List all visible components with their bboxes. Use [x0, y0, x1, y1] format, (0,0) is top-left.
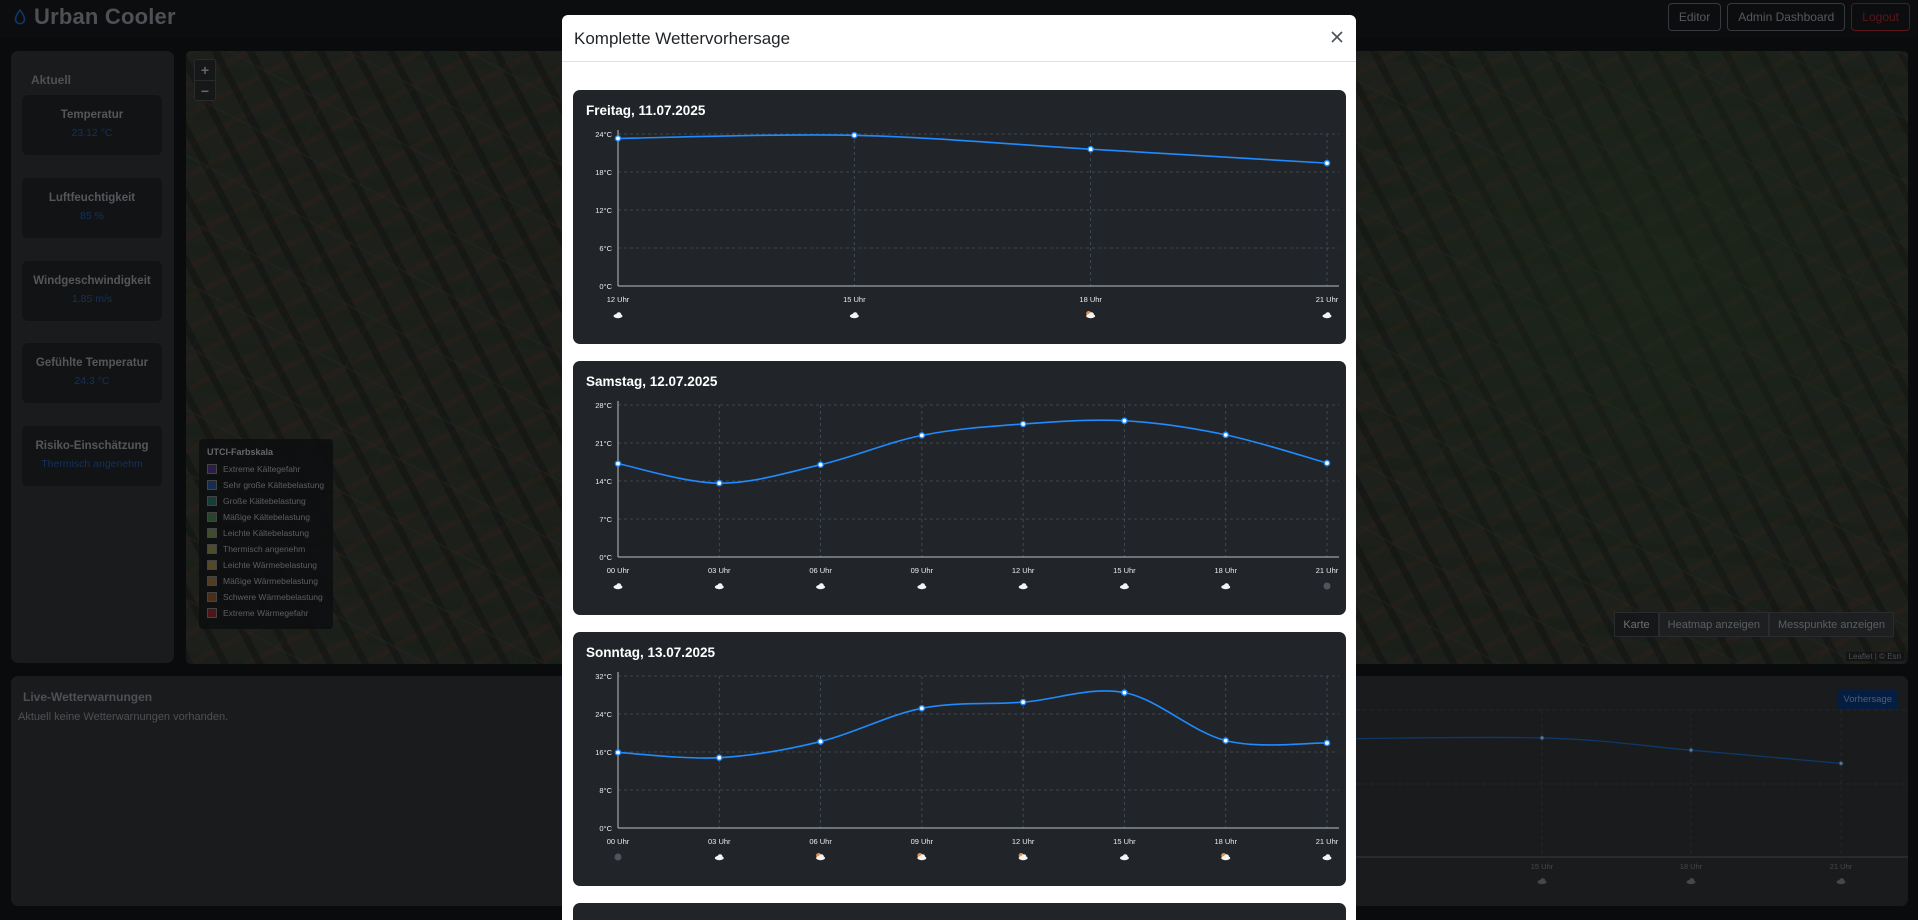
cloud-icon — [849, 312, 859, 319]
day-chart: 0°C 7°C 14°C 21°C 28°C 00 Uhr 03 Uhr 06 Uhr 09 U… — [595, 401, 1339, 590]
sun-cloud-icon — [917, 853, 927, 861]
close-button[interactable] — [1328, 28, 1346, 46]
x-tick-label: 15 Uhr — [843, 295, 866, 304]
y-tick-label: 24°C — [595, 130, 612, 139]
sun-cloud-icon — [1018, 853, 1028, 861]
cloud-icon — [613, 312, 623, 319]
day-chart: 0°C 8°C 16°C 24°C 32°C 00 Uhr 03 Uhr 06 Uhr 09 U… — [595, 672, 1339, 861]
data-point[interactable] — [918, 432, 926, 439]
cloud-icon — [1119, 583, 1129, 590]
sun-cloud-icon — [1086, 311, 1096, 319]
cloud-icon — [816, 583, 826, 590]
data-point[interactable] — [817, 461, 824, 469]
data-point[interactable] — [614, 749, 622, 756]
x-tick-label: 09 Uhr — [911, 566, 934, 575]
day-title: Freitag, 11.07.2025 — [586, 103, 706, 118]
day-card: Sonntag, 13.07.2025 0°C 8°C 16°C 24°C 32°C 00… — [573, 632, 1346, 886]
sun-cloud-icon — [816, 853, 826, 861]
x-tick-label: 09 Uhr — [911, 837, 934, 846]
day-chart: 0°C 6°C 12°C 18°C 24°C 12 Uhr 15 Uhr 18 Uhr 21 U… — [595, 130, 1339, 319]
data-point[interactable] — [918, 705, 926, 712]
x-tick-label: 21 Uhr — [1316, 295, 1339, 304]
x-tick-label: 12 Uhr — [607, 295, 630, 304]
cloud-icon — [1322, 312, 1332, 319]
data-point[interactable] — [715, 754, 723, 761]
day-title: Samstag, 12.07.2025 — [586, 374, 718, 389]
x-tick-label: 00 Uhr — [607, 566, 630, 575]
y-tick-label: 6°C — [599, 244, 612, 253]
x-tick-label: 12 Uhr — [1012, 837, 1035, 846]
data-point[interactable] — [1323, 159, 1331, 167]
y-tick-label: 28°C — [595, 401, 612, 410]
cloud-icon — [1322, 854, 1332, 861]
data-point[interactable] — [1222, 737, 1230, 744]
y-tick-label: 12°C — [595, 206, 612, 215]
data-point[interactable] — [1019, 420, 1027, 428]
x-tick-label: 03 Uhr — [708, 566, 731, 575]
data-point[interactable] — [817, 738, 824, 745]
day-title: Sonntag, 13.07.2025 — [586, 645, 716, 660]
modal-title: Komplette Wettervorhersage — [574, 29, 791, 48]
x-tick-label: 18 Uhr — [1079, 295, 1102, 304]
data-point[interactable] — [1121, 689, 1128, 696]
cloud-icon — [613, 583, 623, 590]
x-tick-label: 18 Uhr — [1214, 566, 1237, 575]
day-card: Samstag, 12.07.2025 0°C 7°C 14°C 21°C 28°C 00… — [573, 361, 1346, 615]
data-point[interactable] — [1121, 417, 1128, 425]
x-tick-label: 21 Uhr — [1316, 837, 1339, 846]
data-point[interactable] — [1222, 431, 1230, 439]
data-point[interactable] — [851, 131, 858, 139]
cloud-icon — [714, 583, 724, 590]
y-tick-label: 24°C — [595, 710, 612, 719]
forecast-modal: Komplette Wettervorhersage Freitag, 11.0… — [562, 15, 1356, 920]
y-tick-label: 18°C — [595, 168, 612, 177]
data-point[interactable] — [1019, 698, 1027, 706]
modal-header: Komplette Wettervorhersage — [562, 15, 1356, 62]
x-tick-label: 21 Uhr — [1316, 566, 1339, 575]
data-point[interactable] — [1323, 459, 1331, 467]
x-tick-label: 18 Uhr — [1214, 837, 1237, 846]
temperature-line — [617, 419, 1328, 484]
cloud-icon — [1018, 583, 1028, 590]
y-tick-label: 16°C — [595, 748, 612, 757]
x-tick-label: 12 Uhr — [1012, 566, 1035, 575]
sun-cloud-icon — [1221, 853, 1231, 861]
y-tick-label: 0°C — [599, 553, 612, 562]
y-tick-label: 7°C — [599, 515, 612, 524]
data-point[interactable] — [1087, 145, 1094, 153]
data-point[interactable] — [1323, 739, 1331, 747]
cloud-icon — [714, 854, 724, 861]
data-point[interactable] — [715, 479, 723, 487]
moon-icon — [1323, 582, 1331, 590]
x-tick-label: 06 Uhr — [809, 837, 832, 846]
close-icon — [1331, 31, 1343, 43]
x-tick-label: 15 Uhr — [1113, 566, 1136, 575]
temperature-line — [617, 134, 1328, 164]
moon-icon — [614, 853, 622, 861]
cloud-icon — [1119, 854, 1129, 861]
y-tick-label: 0°C — [599, 282, 612, 291]
x-tick-label: 06 Uhr — [809, 566, 832, 575]
day-card: Freitag, 11.07.2025 0°C 6°C 12°C 18°C 24°C 12… — [573, 90, 1346, 344]
temperature-line — [617, 690, 1328, 759]
cloud-icon — [917, 583, 927, 590]
y-tick-label: 8°C — [599, 786, 612, 795]
x-tick-label: 15 Uhr — [1113, 837, 1136, 846]
y-tick-label: 32°C — [595, 672, 612, 681]
y-tick-label: 21°C — [595, 439, 612, 448]
day-card-partial — [573, 903, 1346, 920]
cloud-icon — [1221, 583, 1231, 590]
y-tick-label: 14°C — [595, 477, 612, 486]
x-tick-label: 03 Uhr — [708, 837, 731, 846]
y-tick-label: 0°C — [599, 824, 612, 833]
data-point[interactable] — [614, 460, 622, 467]
x-tick-label: 00 Uhr — [607, 837, 630, 846]
data-point[interactable] — [614, 135, 622, 142]
